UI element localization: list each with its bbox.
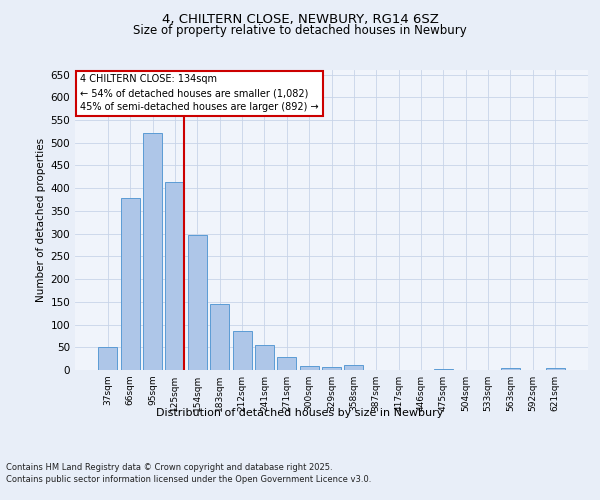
Bar <box>98 347 118 370</box>
Bar <box>233 331 251 370</box>
Bar <box>166 182 184 370</box>
Bar <box>143 132 162 370</box>
Bar <box>322 367 341 370</box>
Text: 4, CHILTERN CLOSE, NEWBURY, RG14 6SZ: 4, CHILTERN CLOSE, NEWBURY, RG14 6SZ <box>161 12 439 26</box>
Bar <box>277 358 296 370</box>
Y-axis label: Number of detached properties: Number of detached properties <box>36 138 46 302</box>
Bar <box>344 365 364 370</box>
Text: 4 CHILTERN CLOSE: 134sqm
← 54% of detached houses are smaller (1,082)
45% of sem: 4 CHILTERN CLOSE: 134sqm ← 54% of detach… <box>80 74 319 112</box>
Text: Contains public sector information licensed under the Open Government Licence v3: Contains public sector information licen… <box>6 475 371 484</box>
Bar <box>121 198 140 370</box>
Bar <box>434 368 453 370</box>
Text: Distribution of detached houses by size in Newbury: Distribution of detached houses by size … <box>157 408 443 418</box>
Bar <box>255 345 274 370</box>
Text: Contains HM Land Registry data © Crown copyright and database right 2025.: Contains HM Land Registry data © Crown c… <box>6 462 332 471</box>
Bar <box>501 368 520 370</box>
Text: Size of property relative to detached houses in Newbury: Size of property relative to detached ho… <box>133 24 467 37</box>
Bar <box>299 366 319 370</box>
Bar <box>210 304 229 370</box>
Bar <box>545 368 565 370</box>
Bar <box>188 234 207 370</box>
